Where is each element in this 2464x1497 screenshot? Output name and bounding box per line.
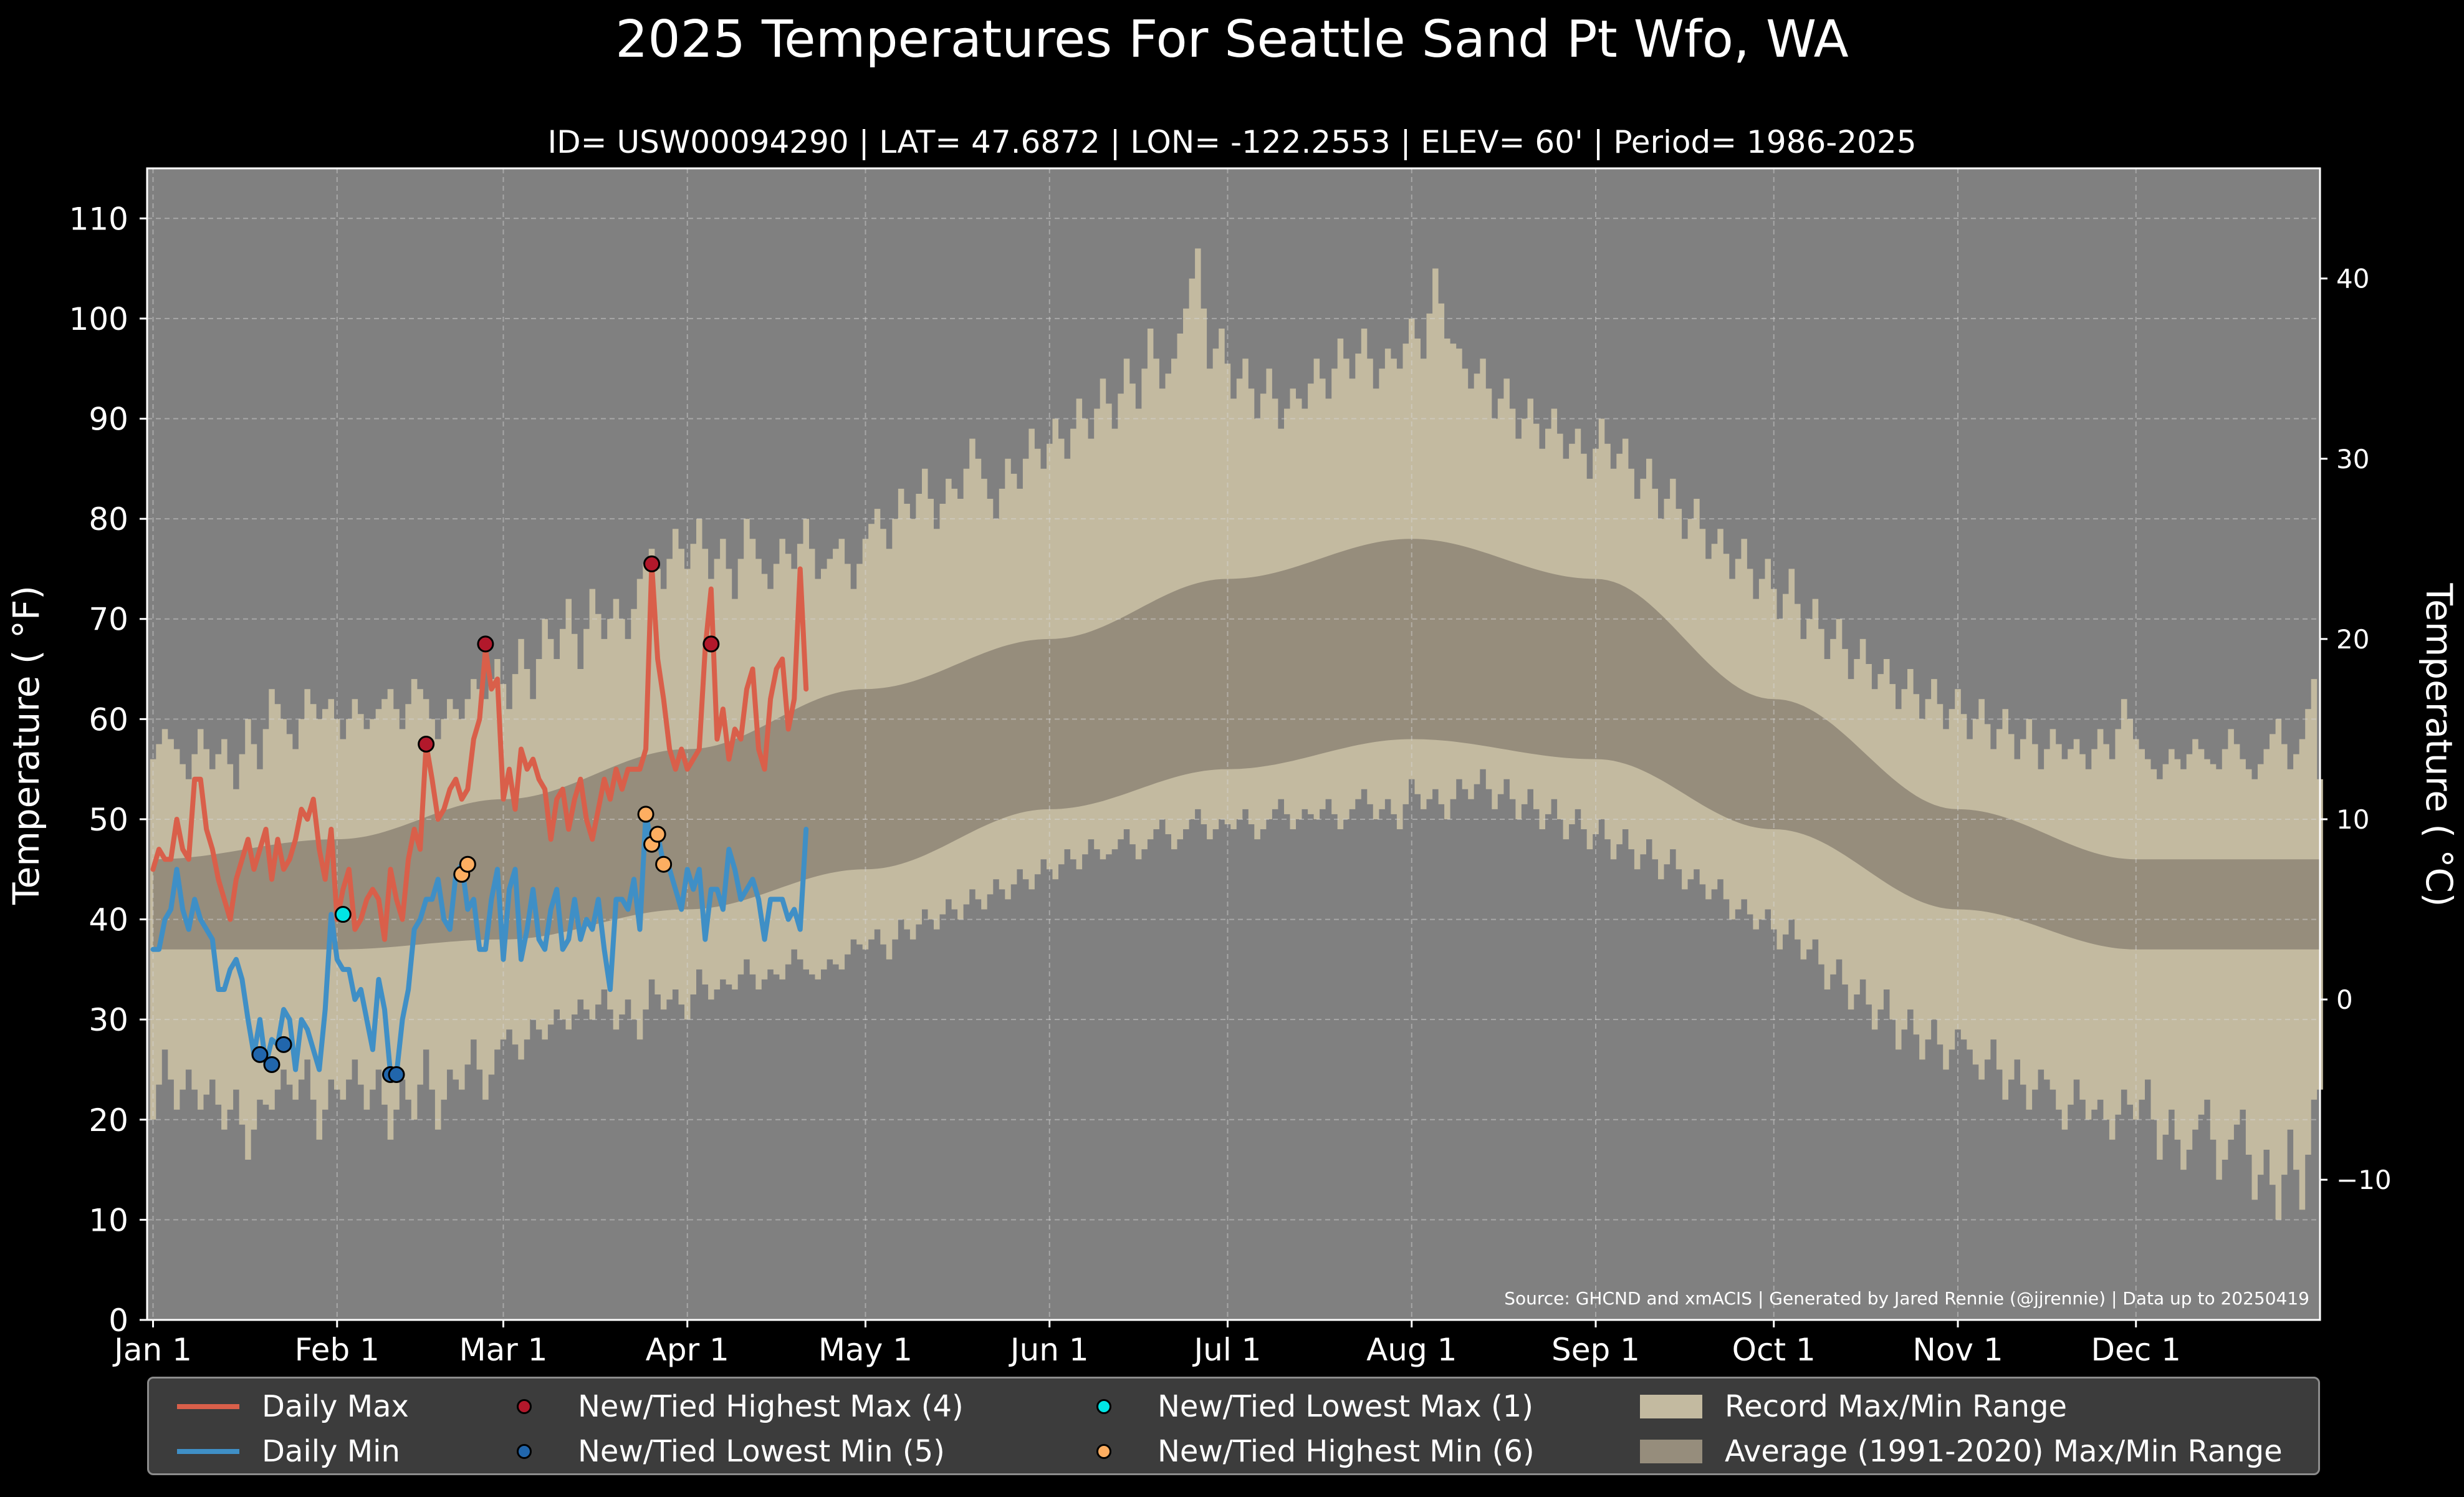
y-tick-label: 50 <box>89 802 128 838</box>
record-range-swatch <box>1640 1395 1702 1418</box>
record-marker <box>702 635 720 653</box>
legend-item-record-range: Record Max/Min Range <box>1640 1385 2067 1428</box>
highest-max-marker-swatch <box>493 1394 555 1419</box>
x-tick-label: Jun 1 <box>1009 1332 1089 1368</box>
legend-label: Daily Max <box>262 1389 409 1424</box>
legend-item-daily-min: Daily Min <box>177 1430 400 1473</box>
daily-max-swatch <box>177 1404 239 1409</box>
record-marker <box>655 855 673 873</box>
record-marker <box>334 906 352 923</box>
daily-min-swatch <box>177 1449 239 1454</box>
record-marker <box>251 1046 269 1063</box>
record-marker <box>275 1036 292 1053</box>
y-tick-label: 10 <box>89 1202 128 1238</box>
y-tick-label: 0 <box>108 1302 128 1339</box>
y-tick-label: 70 <box>89 602 128 638</box>
legend: Daily Max Daily Min New/Tied Highest Max… <box>147 1377 2320 1475</box>
y-tick-label: 100 <box>69 301 128 337</box>
record-marker <box>388 1066 405 1084</box>
y-right-tick-label: 30 <box>2336 444 2369 474</box>
x-tick-label: Aug 1 <box>1366 1332 1457 1368</box>
legend-label: New/Tied Lowest Min (5) <box>578 1434 945 1469</box>
legend-label: New/Tied Highest Min (6) <box>1158 1434 1535 1469</box>
y-tick-label: 60 <box>89 701 128 738</box>
series-line-daily-min <box>150 811 809 1077</box>
plot-frame <box>146 167 2321 1321</box>
y-tick-label: 30 <box>89 1002 128 1038</box>
legend-label: Average (1991-2020) Max/Min Range <box>1725 1434 2283 1469</box>
record-marker <box>643 555 661 572</box>
y-right-tick-label: 10 <box>2336 804 2369 835</box>
legend-item-lowest-min: New/Tied Lowest Min (5) <box>493 1430 945 1473</box>
y-tick-label: 110 <box>69 201 128 237</box>
y-right-tick-label: 0 <box>2336 984 2353 1015</box>
x-tick-label: Dec 1 <box>2091 1332 2181 1368</box>
y-axis-label-fahrenheit: Temperature ( °F) <box>5 585 47 905</box>
y-tick-label: 40 <box>89 902 128 938</box>
chart-subtitle: ID= USW00094290 | LAT= 47.6872 | LON= -1… <box>547 124 1917 160</box>
x-tick-label: Apr 1 <box>646 1332 729 1368</box>
legend-item-highest-max: New/Tied Highest Max (4) <box>493 1385 964 1428</box>
legend-label: Record Max/Min Range <box>1725 1389 2068 1424</box>
source-note: Source: GHCND and xmACIS | Generated by … <box>1504 1288 2309 1309</box>
x-tick-label: Feb 1 <box>295 1332 380 1368</box>
average-range-swatch <box>1640 1440 1702 1463</box>
x-tick-label: Sep 1 <box>1551 1332 1640 1368</box>
series-line-daily-max <box>150 561 809 942</box>
legend-item-daily-max: Daily Max <box>177 1385 409 1428</box>
highest-min-marker-swatch <box>1073 1439 1135 1464</box>
legend-label: New/Tied Lowest Max (1) <box>1158 1389 1533 1424</box>
legend-item-average-range: Average (1991-2020) Max/Min Range <box>1640 1430 2283 1473</box>
x-tick-label: May 1 <box>818 1332 913 1368</box>
record-marker <box>459 855 476 873</box>
y-right-tick-label: 20 <box>2336 624 2369 655</box>
y-tick-label: 80 <box>89 501 128 537</box>
legend-label: New/Tied Highest Max (4) <box>578 1389 964 1424</box>
average-range-band <box>153 539 2320 950</box>
y-tick-label: 20 <box>89 1102 128 1138</box>
record-marker <box>637 806 654 823</box>
legend-label: Daily Min <box>262 1434 400 1469</box>
x-tick-label: Oct 1 <box>1732 1332 1816 1368</box>
lowest-min-marker-swatch <box>493 1439 555 1464</box>
y-axis-label-celsius: Temperature ( °C) <box>2418 582 2460 907</box>
chart-title: 2025 Temperatures For Seattle Sand Pt Wf… <box>615 10 1849 69</box>
y-tick-label: 90 <box>89 402 128 438</box>
record-marker <box>649 826 666 843</box>
record-marker <box>477 635 494 653</box>
record-marker <box>418 736 435 753</box>
plot-area <box>147 168 2323 1320</box>
y-right-tick-label: 40 <box>2336 264 2369 294</box>
y-right-tick-label: −10 <box>2336 1165 2392 1195</box>
lowest-max-marker-swatch <box>1073 1394 1135 1419</box>
x-tick-label: Jul 1 <box>1192 1332 1261 1368</box>
legend-item-lowest-max: New/Tied Lowest Max (1) <box>1073 1385 1533 1428</box>
x-tick-label: Mar 1 <box>459 1332 547 1368</box>
axes: 0 10 20 30 40 50 60 70 80 90 100 110 −10 0 10 20 30 40 Jan… <box>69 167 2392 1368</box>
x-tick-label: Jan 1 <box>112 1332 192 1368</box>
x-tick-label: Nov 1 <box>1912 1332 2003 1368</box>
record-marker <box>263 1056 280 1073</box>
legend-item-highest-min: New/Tied Highest Min (6) <box>1073 1430 1535 1473</box>
